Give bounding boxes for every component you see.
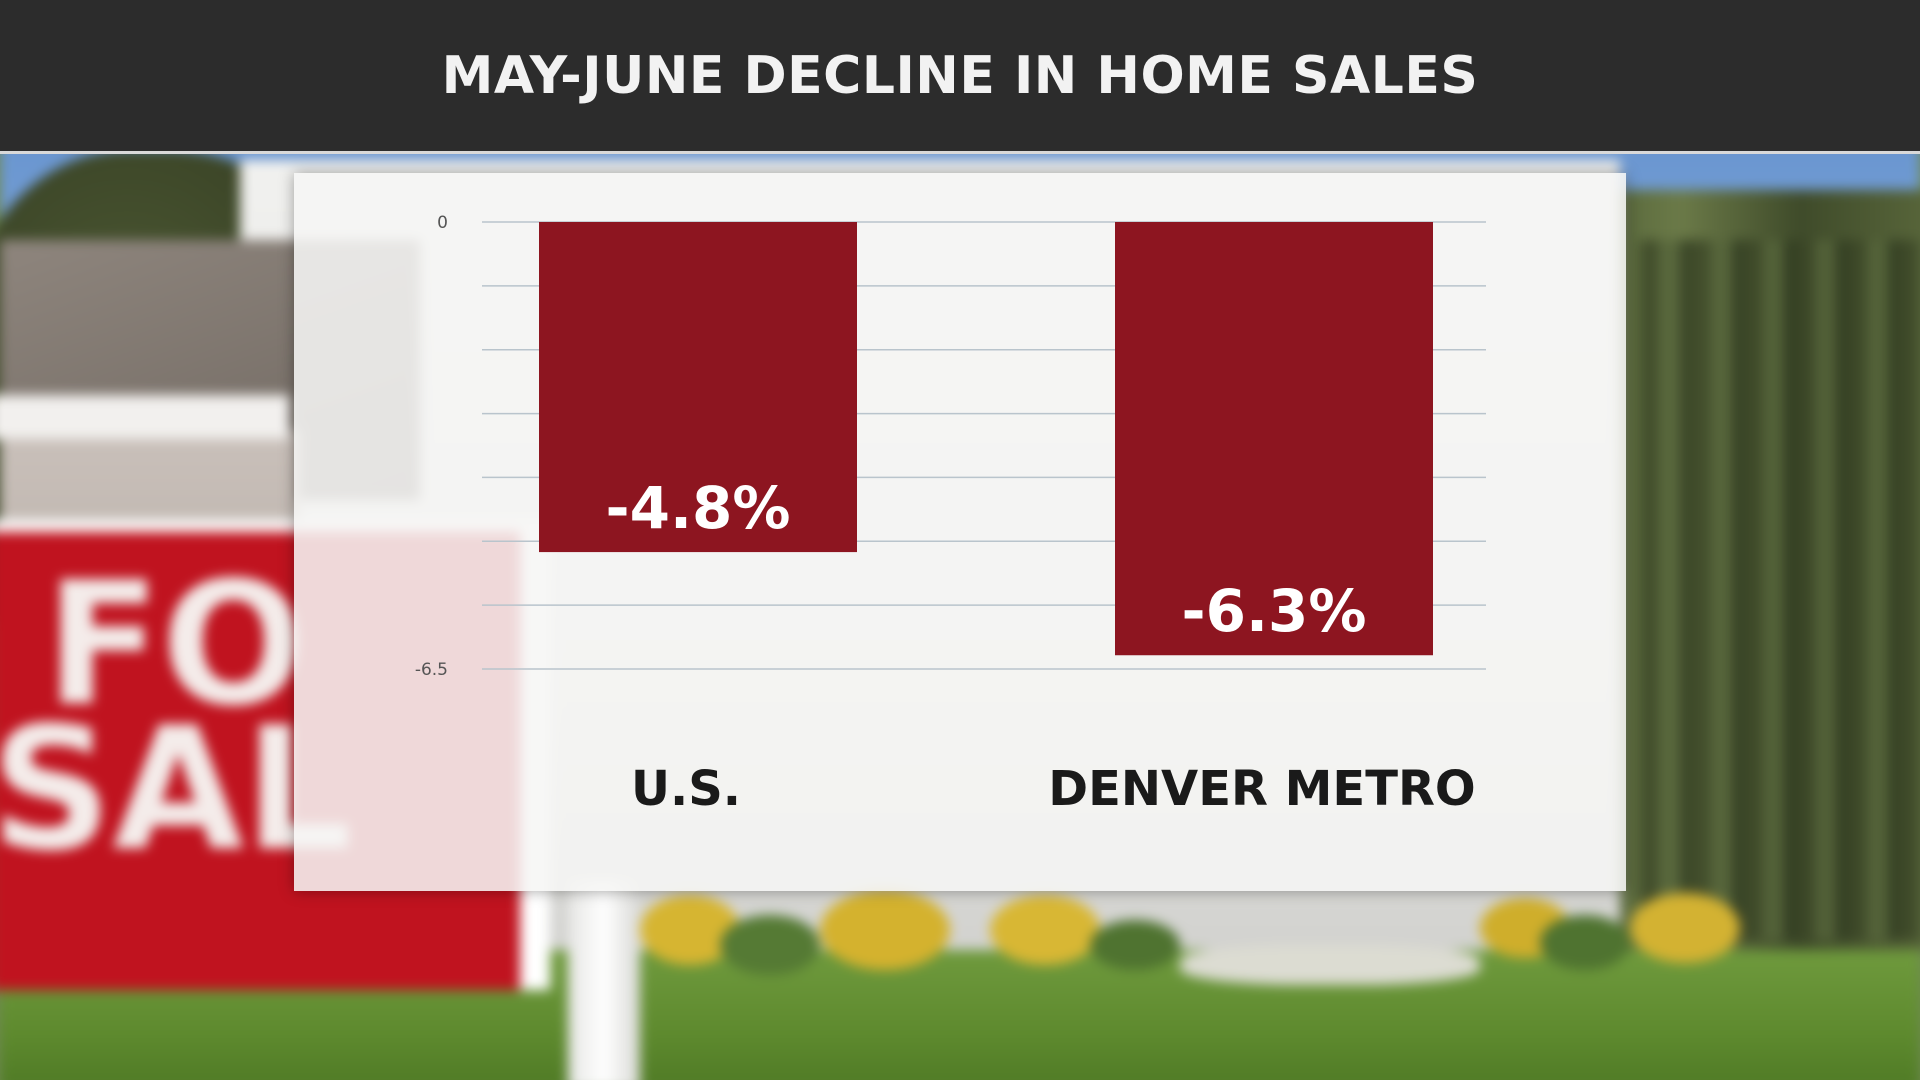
sign-text-line2: SAL bbox=[0, 691, 353, 889]
sign-hanger-bar bbox=[0, 395, 290, 439]
bush bbox=[1090, 920, 1180, 970]
y-tick-label: -6.5 bbox=[415, 660, 448, 680]
bush bbox=[720, 915, 820, 975]
walkway bbox=[1180, 945, 1480, 985]
bar bbox=[539, 222, 857, 553]
y-tick-label: 0 bbox=[437, 213, 448, 233]
bar-value-label: -4.8% bbox=[606, 474, 791, 542]
category-label: DENVER METRO bbox=[1048, 761, 1475, 817]
sign-text-line1: FO bbox=[45, 546, 306, 744]
bar-chart: 0 -6.5 -4.8% U.S. -6.3% DENVER METRO bbox=[415, 213, 1486, 817]
bar-value-label: -6.3% bbox=[1182, 577, 1367, 645]
bush bbox=[1630, 893, 1740, 963]
sign-post bbox=[568, 880, 640, 1080]
chart-title: MAY-JUNE DECLINE IN HOME SALES bbox=[441, 46, 1479, 106]
bush bbox=[1540, 915, 1630, 970]
category-label: U.S. bbox=[631, 761, 741, 817]
bush bbox=[990, 895, 1100, 965]
tree-trunks-right bbox=[1640, 240, 1920, 940]
bar bbox=[1115, 222, 1433, 656]
chart-panel: 0 -6.5 -4.8% U.S. -6.3% DENVER METRO bbox=[294, 173, 1626, 891]
bush bbox=[820, 890, 950, 970]
header-bar: MAY-JUNE DECLINE IN HOME SALES bbox=[0, 0, 1920, 154]
